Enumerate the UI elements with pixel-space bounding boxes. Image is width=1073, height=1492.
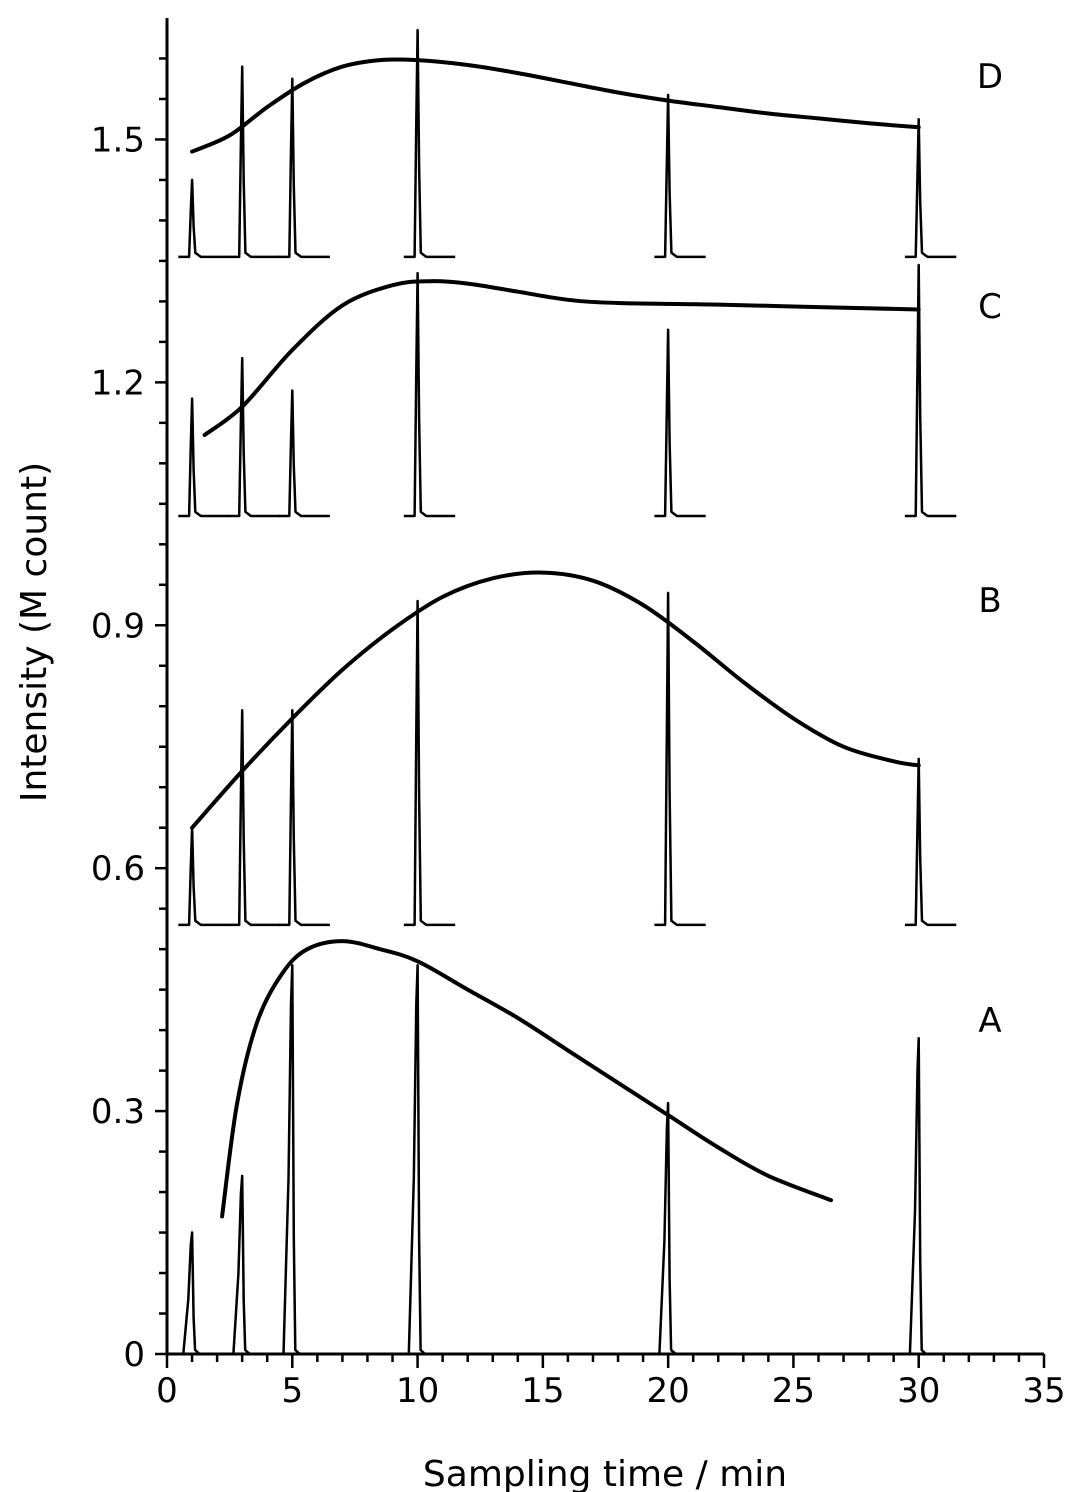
- panel-label-D: D: [977, 57, 1003, 97]
- peak-D-30: [904, 117, 957, 259]
- peak-D-5: [278, 77, 330, 259]
- peak-A-10: [407, 964, 426, 1355]
- trend-curve-C: [202, 279, 921, 437]
- peak-A-3: [232, 1174, 251, 1355]
- trend-curve-A: [220, 939, 833, 1219]
- x-tick-label: 25: [772, 1371, 815, 1411]
- peak-C-20: [654, 328, 706, 518]
- x-tick-label: 30: [897, 1371, 940, 1411]
- peak-C-5: [278, 389, 330, 518]
- y-axis-label: Intensity (M count): [14, 462, 55, 802]
- y-tick-label: 1.5: [91, 120, 145, 160]
- panel-labels: A B C D: [977, 57, 1003, 1041]
- peak-B-30: [904, 757, 957, 927]
- peak-B-20: [654, 591, 706, 927]
- panel-label-B: B: [978, 581, 1001, 621]
- peak-A-20: [658, 1101, 677, 1355]
- x-tick-label: 10: [396, 1371, 439, 1411]
- peak-C-30: [904, 263, 957, 518]
- peak-B-10: [403, 599, 456, 927]
- peak-A-1: [182, 1231, 201, 1355]
- x-tick-label: 35: [1022, 1371, 1065, 1411]
- peak-B-1: [178, 826, 230, 927]
- x-axis: 0 5 10 15 20 25 30 35: [156, 1352, 1066, 1411]
- peak-D-3: [228, 65, 280, 259]
- panel-label-C: C: [978, 287, 1002, 327]
- peak-C-3: [228, 356, 280, 518]
- peak-C-10: [403, 271, 456, 518]
- y-tick-label: 1.2: [91, 363, 145, 403]
- peak-D-1: [178, 178, 230, 259]
- peak-D-10: [403, 28, 456, 259]
- peak-B-3: [228, 709, 280, 927]
- peak-A-30: [908, 1036, 928, 1355]
- y-tick-label: 0.9: [91, 606, 145, 646]
- x-tick-label: 0: [156, 1371, 178, 1411]
- x-tick-label: 5: [281, 1371, 303, 1411]
- trend-curve-B: [190, 570, 921, 830]
- peak-C-1: [178, 397, 230, 518]
- chromatogram-peaks: [178, 28, 957, 1355]
- y-tick-label: 0: [123, 1335, 145, 1375]
- x-tick-label: 15: [521, 1371, 564, 1411]
- x-axis-label: Sampling time / min: [423, 1454, 787, 1492]
- peak-D-20: [654, 93, 706, 259]
- panel-label-A: A: [978, 1001, 1001, 1041]
- y-tick-label: 0.6: [91, 849, 145, 889]
- y-axis: 0 0.3 0.6 0.9 1.2 1.5: [91, 18, 169, 1375]
- x-tick-label: 20: [647, 1371, 690, 1411]
- trend-curves: [190, 57, 921, 1219]
- trend-curve-D: [190, 57, 921, 154]
- peak-B-5: [278, 709, 330, 927]
- y-tick-label: 0.3: [91, 1092, 145, 1132]
- peak-A-5: [282, 964, 301, 1355]
